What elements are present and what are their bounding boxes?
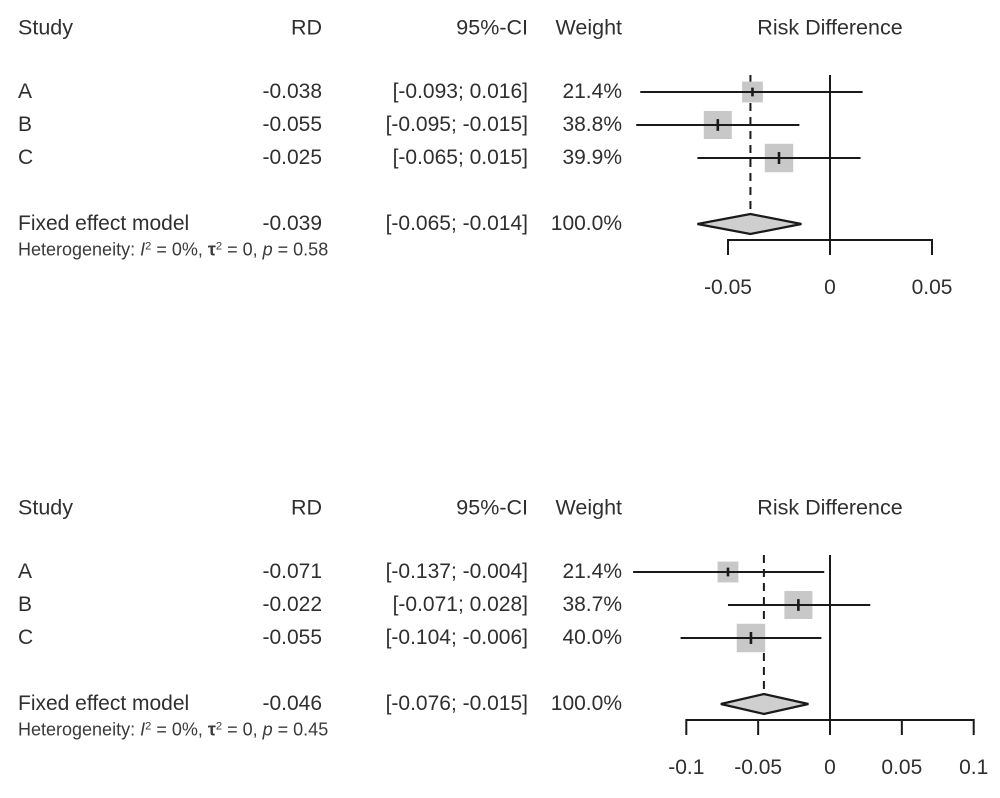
study-ci: [-0.065; 0.015] xyxy=(392,145,528,169)
study-ci: [-0.137; -0.004] xyxy=(385,559,528,583)
plot-title: Risk Difference xyxy=(757,15,903,40)
study-label: A xyxy=(18,559,33,583)
study-rd: -0.071 xyxy=(262,559,322,583)
x-axis-tick-label: 0 xyxy=(824,756,836,779)
study-weight: 38.8% xyxy=(562,112,622,136)
x-axis-tick-label: 0.1 xyxy=(959,756,988,779)
study-rd: -0.055 xyxy=(262,625,322,649)
column-header-rd: RD xyxy=(290,15,322,40)
study-weight: 40.0% xyxy=(562,625,622,649)
study-rd: -0.022 xyxy=(262,592,322,616)
pooled-rd: -0.046 xyxy=(262,691,322,715)
forest-plot-graphic-bottom: -0.1 -0.05 0 0.05 0.1 xyxy=(633,555,988,779)
heterogeneity-note: Heterogeneity: I2 = 0%, τ2 = 0, p = 0.45 xyxy=(18,719,329,740)
forest-plot-graphic-top: -0.05 0 0.05 xyxy=(636,75,953,299)
study-label: B xyxy=(18,112,33,136)
study-weight: 21.4% xyxy=(562,79,622,103)
x-axis-tick-label: 0.05 xyxy=(881,756,922,779)
column-header-study: Study xyxy=(18,15,73,40)
column-header-ci: 95%-CI xyxy=(456,15,528,40)
forest-panel-top: -0.05 0 0.05 Study RD 95%-CI Weight Risk D… xyxy=(0,0,1000,320)
pooled-weight: 100.0% xyxy=(550,691,622,715)
study-rd: -0.025 xyxy=(262,145,322,169)
column-header-weight: Weight xyxy=(555,495,622,520)
plot-title: Risk Difference xyxy=(757,495,903,520)
column-header-weight: Weight xyxy=(555,15,622,40)
column-header-ci: 95%-CI xyxy=(456,495,528,520)
x-axis-tick-label: 0 xyxy=(824,276,836,299)
study-weight: 38.7% xyxy=(562,592,622,616)
pooled-diamond xyxy=(720,692,809,716)
column-header-study: Study xyxy=(18,495,73,520)
heterogeneity-note: Heterogeneity: I2 = 0%, τ2 = 0, p = 0.58 xyxy=(18,239,329,260)
study-ci: [-0.095; -0.015] xyxy=(385,112,528,136)
study-weight: 21.4% xyxy=(562,559,622,583)
x-axis-tick-label: -0.1 xyxy=(668,756,704,779)
x-axis-tick-label: -0.05 xyxy=(734,756,782,779)
study-ci: [-0.093; 0.016] xyxy=(392,79,528,103)
study-weight: 39.9% xyxy=(562,145,622,169)
study-rd: -0.038 xyxy=(262,79,322,103)
study-label: C xyxy=(18,625,34,649)
pooled-label: Fixed effect model xyxy=(18,211,190,235)
study-ci: [-0.071; 0.028] xyxy=(392,592,528,616)
study-label: B xyxy=(18,592,33,616)
study-label: A xyxy=(18,79,33,103)
study-rd: -0.055 xyxy=(262,112,322,136)
pooled-label: Fixed effect model xyxy=(18,691,190,715)
pooled-rd: -0.039 xyxy=(262,211,322,235)
forest-panel-bottom: -0.1 -0.05 0 0.05 0.1 Study RD 95%-CI Weight… xyxy=(0,480,1000,798)
study-label: C xyxy=(18,145,34,169)
pooled-diamond xyxy=(697,212,802,236)
x-axis-tick-label: 0.05 xyxy=(912,276,953,299)
x-axis-tick-label: -0.05 xyxy=(704,276,752,299)
pooled-ci: [-0.065; -0.014] xyxy=(385,211,528,235)
column-header-rd: RD xyxy=(290,495,322,520)
study-ci: [-0.104; -0.006] xyxy=(385,625,528,649)
pooled-ci: [-0.076; -0.015] xyxy=(385,691,528,715)
pooled-weight: 100.0% xyxy=(550,211,622,235)
